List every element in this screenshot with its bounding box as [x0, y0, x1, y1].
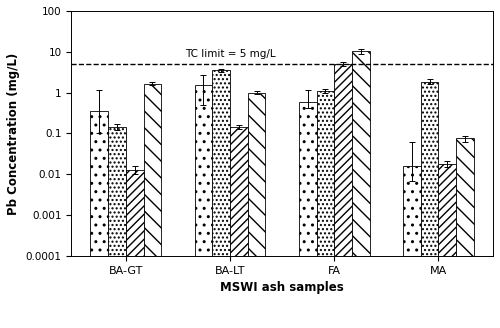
Bar	[420, 82, 438, 328]
Bar	[334, 64, 352, 328]
Bar	[456, 138, 474, 328]
Bar	[352, 51, 370, 328]
Bar	[108, 127, 126, 328]
Bar	[403, 166, 420, 328]
Bar	[299, 102, 316, 328]
Bar	[90, 111, 108, 328]
Bar	[144, 84, 162, 328]
Bar	[230, 127, 248, 328]
Y-axis label: Pb Concentration (mg/L): Pb Concentration (mg/L)	[7, 52, 20, 215]
Bar	[126, 170, 144, 328]
Bar	[248, 92, 266, 328]
Bar	[212, 71, 230, 328]
Bar	[194, 85, 212, 328]
X-axis label: MSWI ash samples: MSWI ash samples	[220, 281, 344, 294]
Bar	[316, 91, 334, 328]
Bar	[438, 164, 456, 328]
Text: TC limit = 5 mg/L: TC limit = 5 mg/L	[185, 50, 276, 59]
